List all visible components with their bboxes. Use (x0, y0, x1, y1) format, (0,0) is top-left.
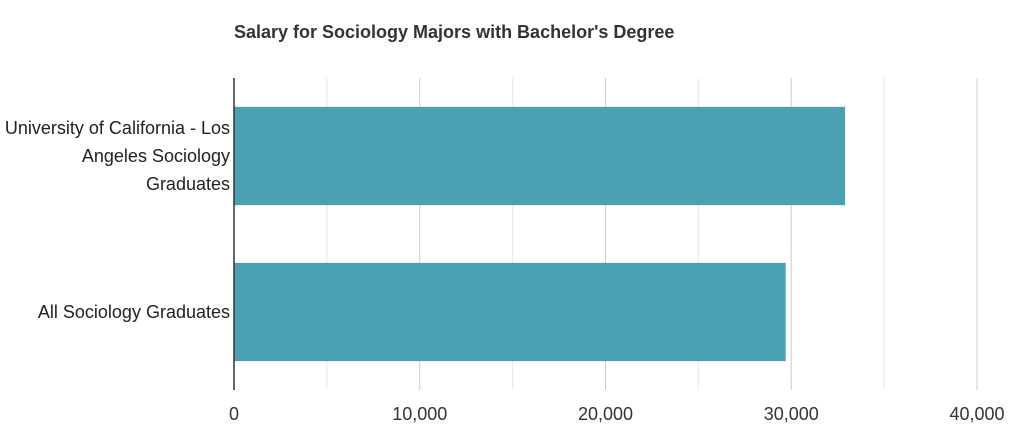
bar (234, 106, 846, 206)
chart-title: Salary for Sociology Majors with Bachelo… (234, 22, 674, 42)
x-tick-label: 0 (229, 404, 239, 424)
y-tick-label: University of California - Los Angeles S… (4, 118, 230, 194)
x-tick-label: 20,000 (578, 404, 633, 424)
x-tick-label: 40,000 (949, 404, 1004, 424)
x-tick-label: 30,000 (764, 404, 819, 424)
x-tick-label: 10,000 (392, 404, 447, 424)
bar (234, 262, 786, 362)
y-tick-label: All Sociology Graduates (37, 302, 230, 322)
